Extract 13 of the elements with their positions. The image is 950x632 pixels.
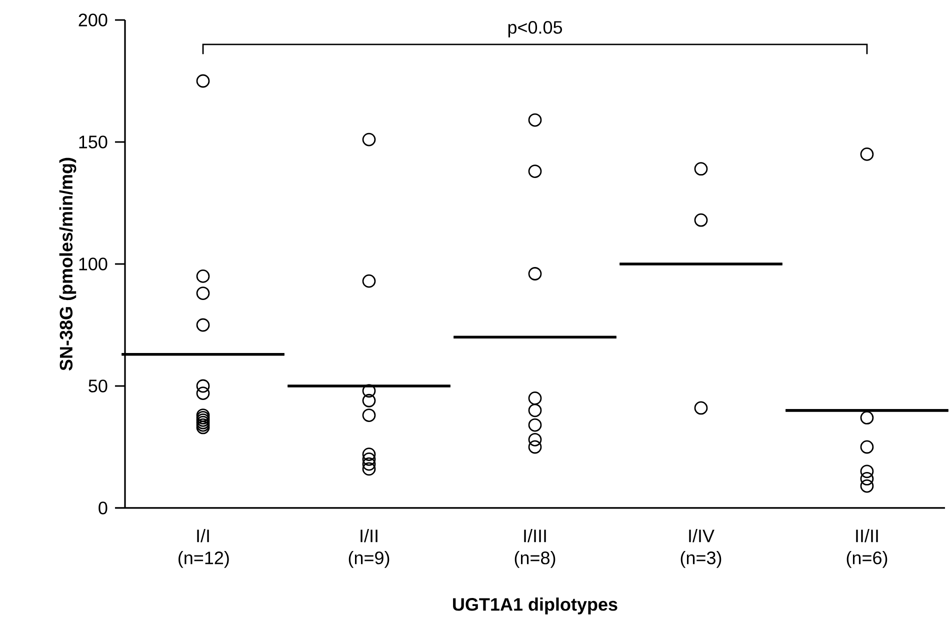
y-tick-label: 100: [79, 258, 108, 270]
x-tick-label: I/II (n=9): [348, 529, 390, 568]
annotation: p<0.05: [508, 21, 562, 38]
x-tick-label: I/III (n=8): [514, 529, 556, 568]
y-axis-title: SN-38G (pmoles/min/mg): [59, 158, 76, 370]
x-tick-label: II/II (n=6): [846, 529, 888, 568]
y-tick-label: 50: [88, 380, 108, 392]
y-tick-label: 0: [98, 502, 108, 514]
y-tick-label: 150: [79, 136, 108, 148]
x-tick-label: I/I (n=12): [178, 529, 229, 568]
x-axis-title: UGT1A1 diplotypes: [453, 598, 618, 614]
x-tick-label: I/IV (n=3): [680, 529, 722, 568]
y-tick-label: 200: [78, 14, 108, 26]
